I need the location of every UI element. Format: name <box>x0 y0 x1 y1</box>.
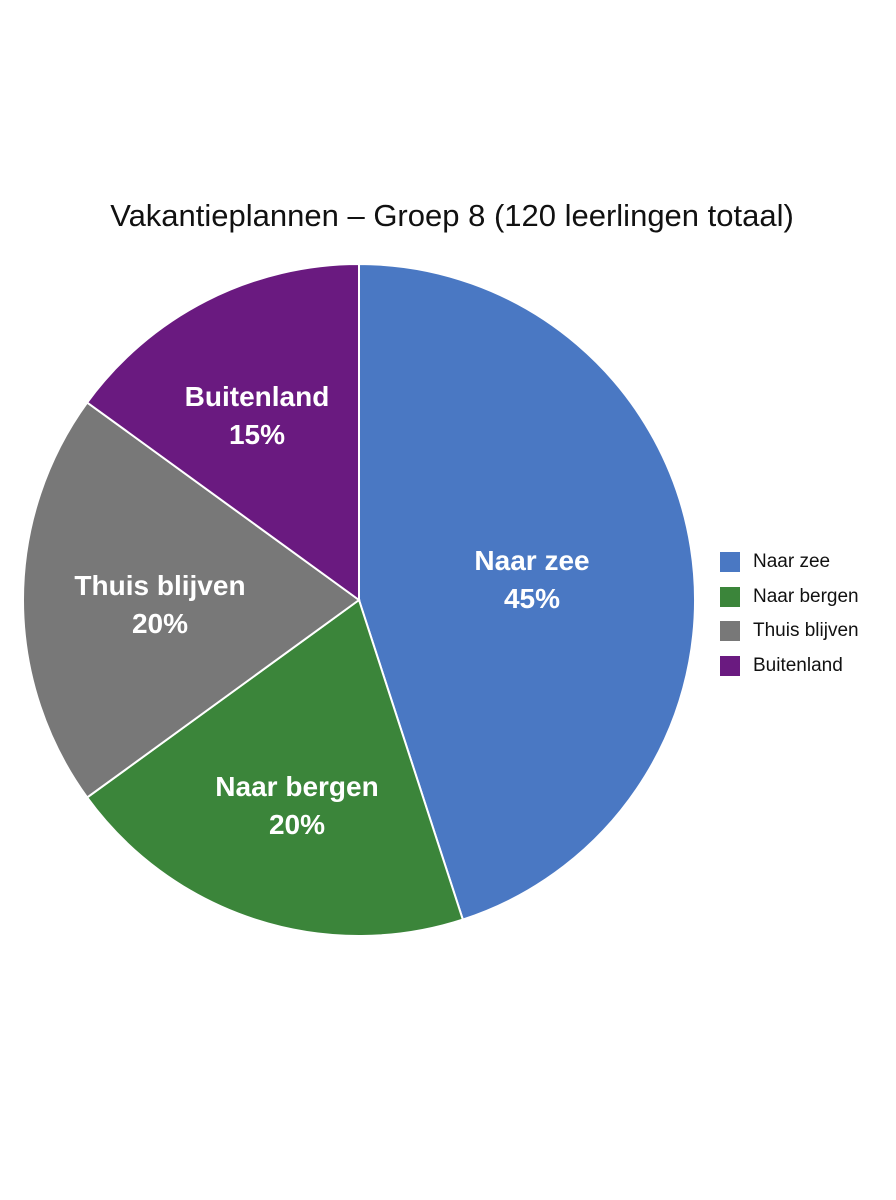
slice-value-label: 20% <box>132 608 188 639</box>
legend-label: Naar zee <box>753 551 831 573</box>
legend-item: Thuis blijven <box>720 614 859 649</box>
pie-slice-buitenland <box>85 262 360 602</box>
legend: Naar zee Naar bergen Thuis blijven Buitenla… <box>720 545 859 683</box>
slice-value-label: 15% <box>229 419 285 450</box>
legend-item: Naar bergen <box>720 580 859 615</box>
legend-swatch <box>720 552 740 573</box>
legend-swatch <box>720 621 740 642</box>
legend-swatch <box>720 655 740 676</box>
chart-title: Vakantieplannen – Groep 8 (120 leerlinge… <box>110 198 794 233</box>
legend-label: Naar bergen <box>753 585 859 607</box>
pie-slice-thuis-blijven <box>22 401 361 799</box>
legend-item: Buitenland <box>720 649 859 684</box>
slice-label: Buitenland <box>185 381 330 412</box>
legend-label: Thuis blijven <box>753 620 859 642</box>
legend-item: Naar zee <box>720 545 859 580</box>
legend-swatch <box>720 586 740 607</box>
slice-label: Thuis blijven <box>74 570 245 601</box>
legend-label: Buitenland <box>753 654 843 676</box>
pie-slice-naar-bergen <box>85 598 465 937</box>
slice-label: Naar zee <box>474 545 589 576</box>
slice-value-label: 45% <box>504 583 560 614</box>
slice-label: Naar bergen <box>215 771 378 802</box>
pie-slice-naar-zee <box>358 262 697 921</box>
slice-value-label: 20% <box>269 809 325 840</box>
